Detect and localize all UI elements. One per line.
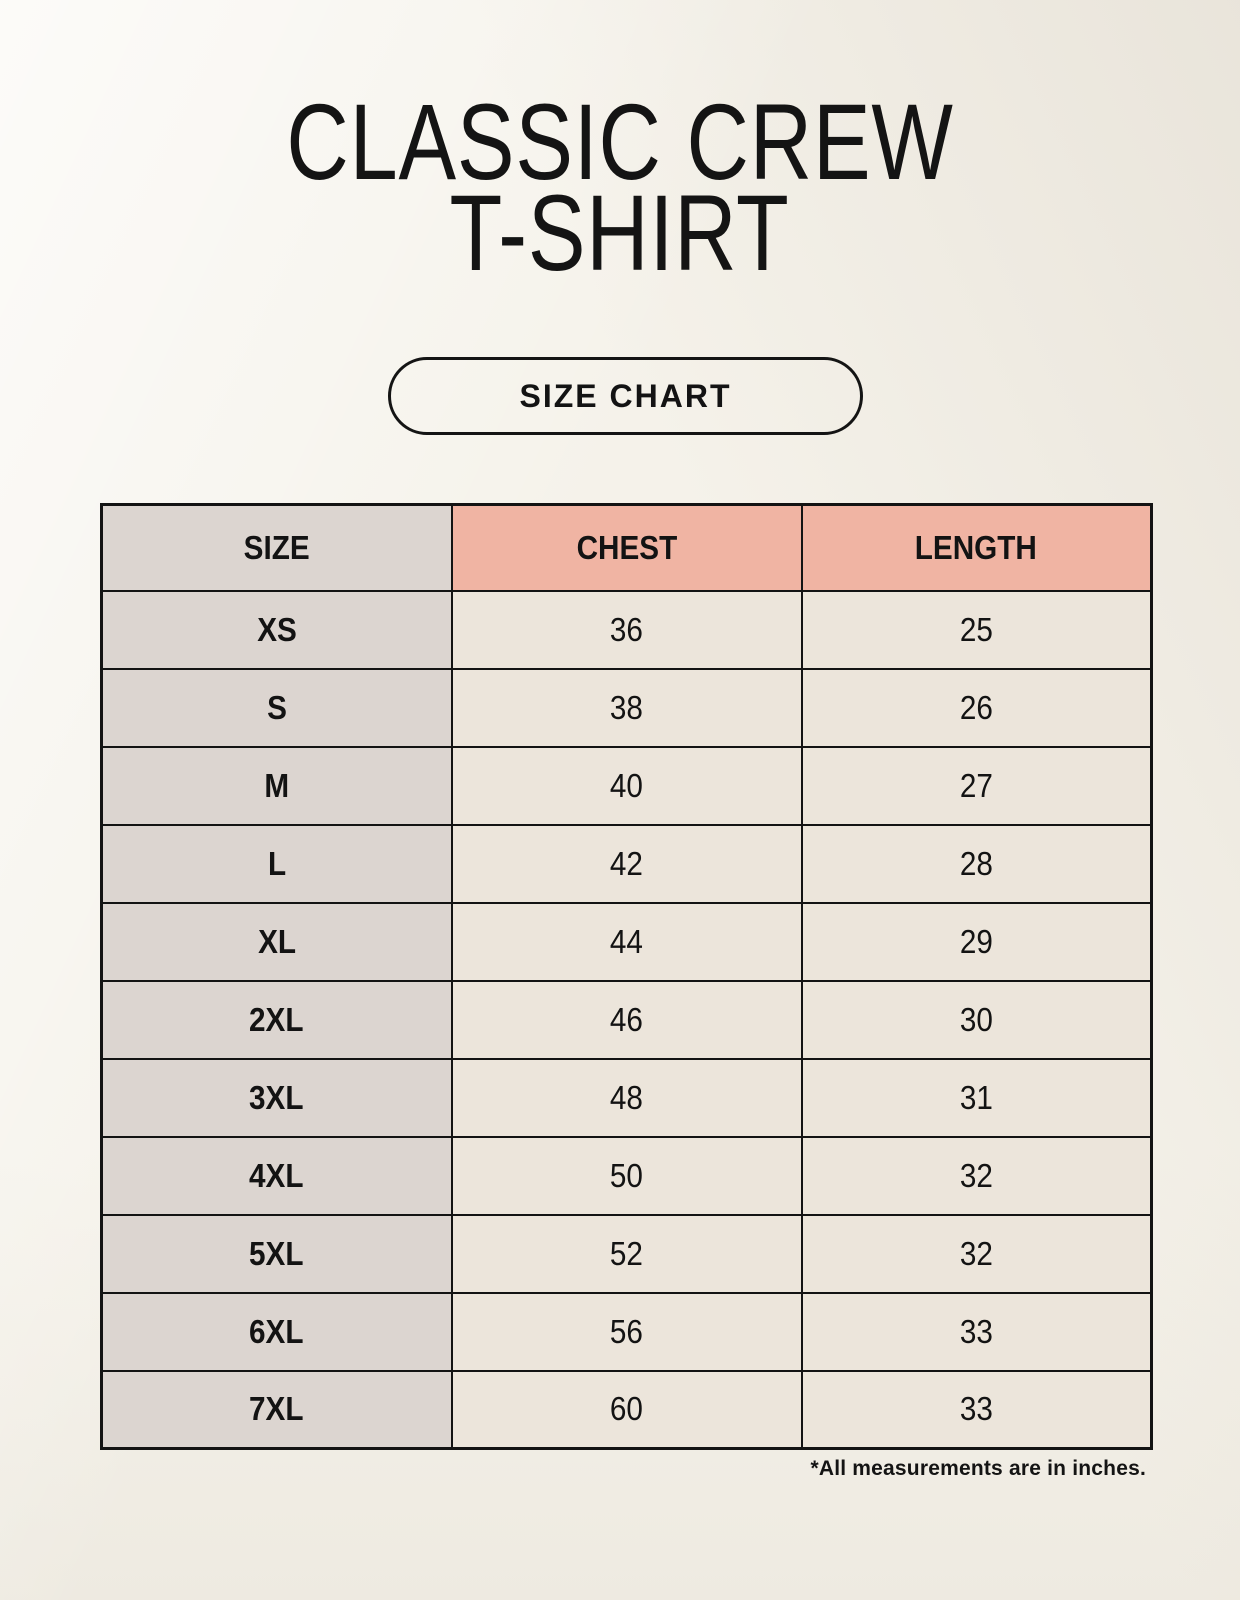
table-row: 7XL 60 33 xyxy=(100,1369,1153,1450)
length-cell: 32 xyxy=(800,1135,1153,1216)
chest-cell: 50 xyxy=(450,1135,803,1216)
size-cell: 3XL xyxy=(100,1057,453,1138)
page-title-line-1: CLASSIC CREW xyxy=(286,81,954,202)
chest-cell: 44 xyxy=(450,901,803,982)
table-row: 6XL 56 33 xyxy=(100,1291,1153,1372)
size-cell: L xyxy=(100,823,453,904)
length-cell: 31 xyxy=(800,1057,1153,1138)
size-cell: 6XL xyxy=(100,1291,453,1372)
column-header-length: LENGTH xyxy=(800,503,1153,592)
chest-cell: 46 xyxy=(450,979,803,1060)
chest-cell: 38 xyxy=(450,667,803,748)
page-title-line-2: T-SHIRT xyxy=(449,172,791,293)
length-cell: 33 xyxy=(800,1291,1153,1372)
column-header-size: SIZE xyxy=(100,503,453,592)
size-cell: 2XL xyxy=(100,979,453,1060)
table-row: XS 36 25 xyxy=(100,589,1153,670)
table-row: XL 44 29 xyxy=(100,901,1153,982)
table-row: 4XL 50 32 xyxy=(100,1135,1153,1216)
column-header-chest: CHEST xyxy=(450,503,803,592)
length-cell: 26 xyxy=(800,667,1153,748)
chest-cell: 56 xyxy=(450,1291,803,1372)
table-row: L 42 28 xyxy=(100,823,1153,904)
page-title: CLASSIC CREW T-SHIRT xyxy=(0,81,1240,293)
chest-cell: 48 xyxy=(450,1057,803,1138)
measurements-footnote: *All measurements are in inches. xyxy=(810,1457,1146,1480)
size-cell: S xyxy=(100,667,453,748)
table-header-row: SIZE CHEST LENGTH xyxy=(100,503,1153,592)
length-cell: 27 xyxy=(800,745,1153,826)
length-cell: 32 xyxy=(800,1213,1153,1294)
chest-cell: 52 xyxy=(450,1213,803,1294)
size-chart-button-label: SIZE CHART xyxy=(519,377,732,414)
size-cell: 5XL xyxy=(100,1213,453,1294)
size-cell: XL xyxy=(100,901,453,982)
length-cell: 30 xyxy=(800,979,1153,1060)
length-cell: 33 xyxy=(800,1369,1153,1450)
size-cell: 7XL xyxy=(100,1369,453,1450)
length-cell: 28 xyxy=(800,823,1153,904)
size-cell: 4XL xyxy=(100,1135,453,1216)
size-cell: M xyxy=(100,745,453,826)
table-row: 3XL 48 31 xyxy=(100,1057,1153,1138)
chest-cell: 40 xyxy=(450,745,803,826)
table-row: 5XL 52 32 xyxy=(100,1213,1153,1294)
size-cell: XS xyxy=(100,589,453,670)
chest-cell: 36 xyxy=(450,589,803,670)
table-row: M 40 27 xyxy=(100,745,1153,826)
length-cell: 25 xyxy=(800,589,1153,670)
chest-cell: 42 xyxy=(450,823,803,904)
table-row: S 38 26 xyxy=(100,667,1153,748)
size-chart-button[interactable]: SIZE CHART xyxy=(388,357,863,435)
size-chart-table: SIZE CHEST LENGTH XS 36 25 S 38 26 M 40 … xyxy=(100,503,1153,1450)
table-row: 2XL 46 30 xyxy=(100,979,1153,1060)
length-cell: 29 xyxy=(800,901,1153,982)
chest-cell: 60 xyxy=(450,1369,803,1450)
